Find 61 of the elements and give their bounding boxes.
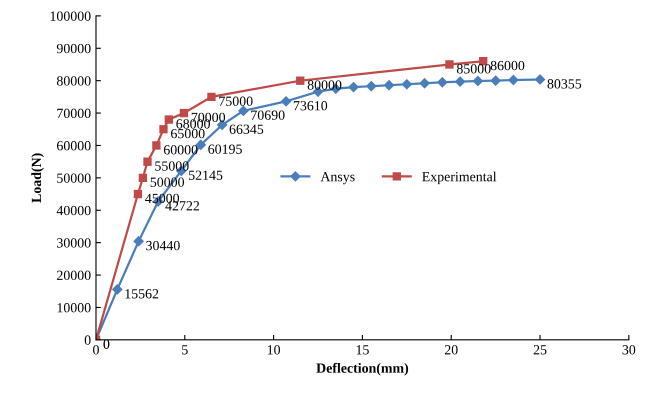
y-tick-label: 60000 [57, 141, 91, 150]
x-tick-label: 30 [622, 345, 636, 354]
data-label: 80355 [548, 79, 582, 89]
point [419, 78, 430, 88]
point [445, 60, 454, 69]
data-label: 70690 [251, 110, 285, 120]
legend-label: Ansys [320, 172, 355, 184]
data-label: 75000 [219, 96, 253, 106]
y-tick-label: 80000 [56, 76, 91, 86]
data-label: 85000 [456, 64, 491, 74]
x-axis-title: Deflection(mm) [316, 362, 408, 376]
point [490, 76, 501, 86]
point [112, 284, 122, 295]
point [159, 125, 168, 134]
point [472, 76, 483, 86]
y-tick-label: 40000 [56, 206, 91, 216]
point [134, 236, 144, 246]
x-tick-label: 20 [444, 345, 458, 354]
data-label: 65000 [171, 128, 205, 138]
y-tick-label: 100000 [50, 11, 91, 21]
x-tick-label: 25 [534, 345, 546, 354]
x-tick-label: 5 [182, 345, 188, 354]
x-tick-label: 0 [93, 345, 99, 354]
y-tick-label: 70000 [57, 108, 91, 118]
y-tick-label: 10000 [58, 303, 91, 312]
data-label: 30440 [146, 240, 180, 250]
point [280, 96, 292, 106]
data-label: 60195 [208, 144, 242, 154]
y-tick-label: 30000 [57, 238, 91, 248]
y-tick-label: 20000 [57, 270, 91, 280]
y-tick-label: 0 [84, 335, 91, 345]
point [180, 108, 188, 118]
point [348, 82, 359, 92]
point [508, 74, 519, 86]
point [238, 106, 249, 116]
point [366, 81, 376, 92]
point [534, 74, 546, 85]
point [454, 76, 466, 87]
point [164, 115, 173, 124]
data-label: 86000 [490, 60, 524, 70]
y-tick-label: 50000 [57, 173, 91, 183]
data-label: 66345 [230, 124, 264, 134]
point [207, 92, 216, 102]
x-tick-label: 10 [268, 345, 280, 354]
legend-label: Experimental [422, 172, 496, 184]
point [134, 190, 142, 198]
data-label: 52145 [189, 170, 222, 180]
point [437, 77, 448, 88]
x-tick-label: 15 [356, 345, 369, 354]
data-label: 42722 [165, 201, 200, 210]
data-label: 15562 [125, 289, 158, 298]
point [152, 141, 161, 150]
point [384, 80, 394, 90]
point [143, 157, 152, 166]
point [402, 79, 412, 90]
data-label: 73610 [294, 101, 328, 110]
point [138, 174, 148, 182]
point [296, 76, 304, 85]
y-tick-label: 90000 [56, 44, 91, 54]
point [196, 140, 206, 150]
y-axis-title: Load(N) [31, 153, 44, 203]
